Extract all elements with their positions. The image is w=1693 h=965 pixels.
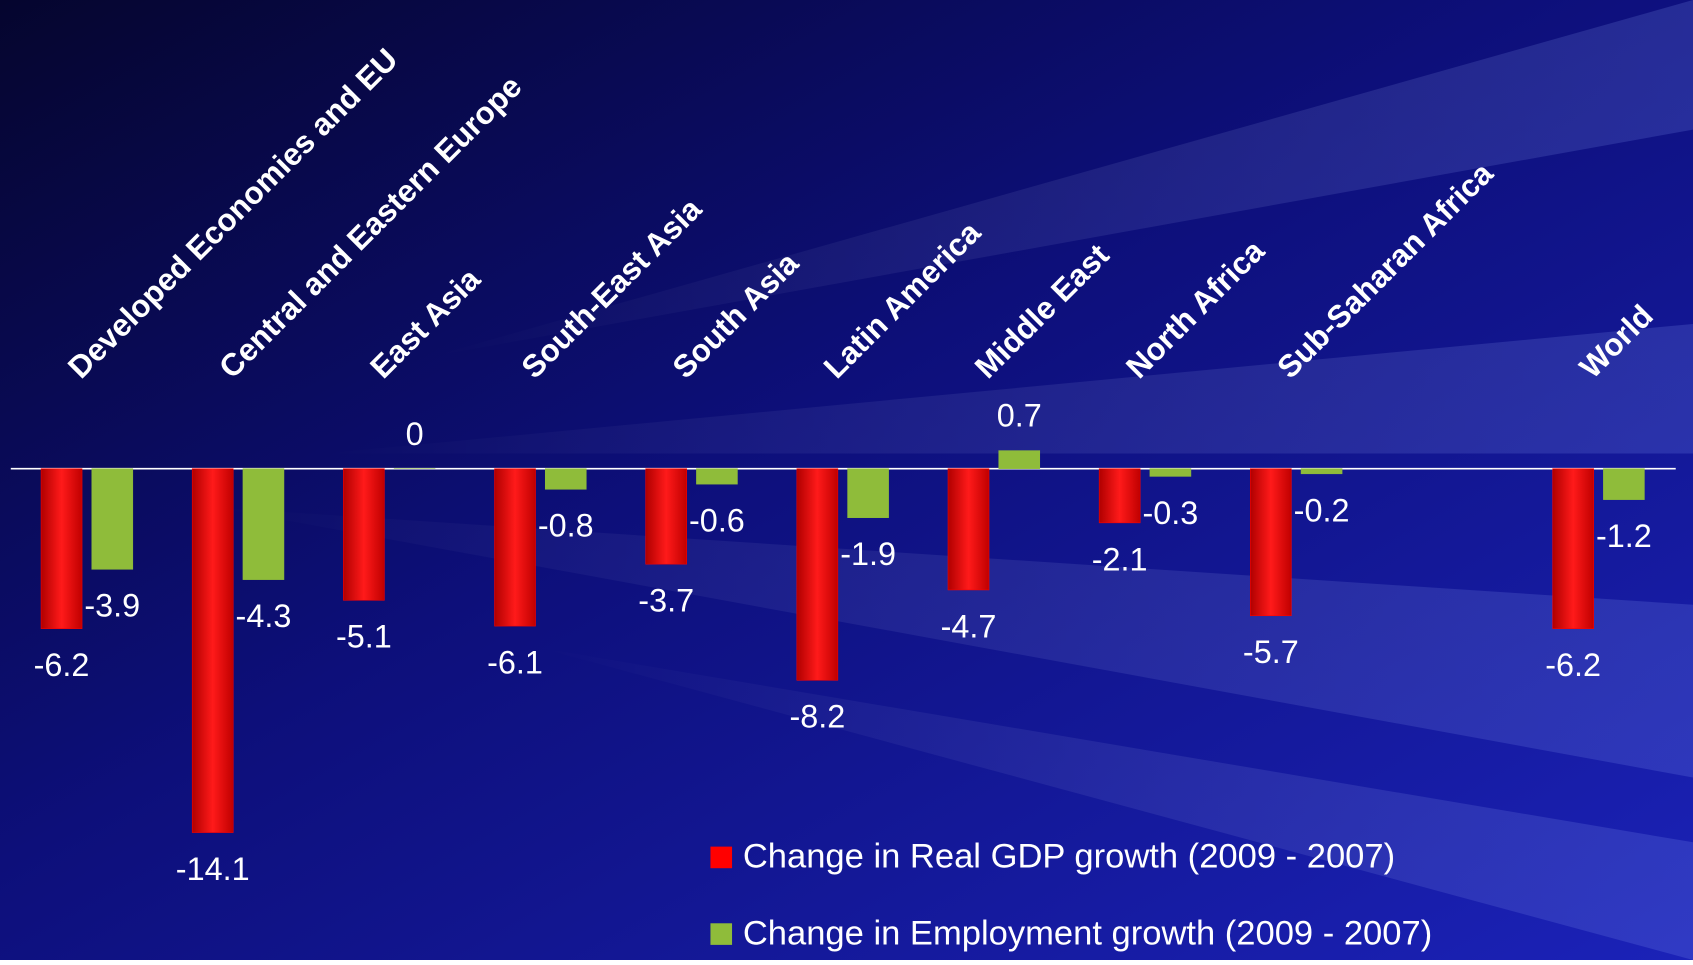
value-label: -3.9 xyxy=(84,588,140,624)
value-label: -1.9 xyxy=(840,536,896,572)
value-label: -4.3 xyxy=(236,598,292,634)
bar xyxy=(343,469,384,601)
bar xyxy=(797,469,838,681)
bar xyxy=(646,469,687,564)
bar xyxy=(1603,469,1644,500)
legend-swatch xyxy=(710,847,732,869)
bar xyxy=(1150,469,1191,477)
value-label: -1.2 xyxy=(1596,518,1652,554)
legend-label: Change in Employment growth (2009 - 2007… xyxy=(743,914,1432,952)
value-label: -6.2 xyxy=(34,647,90,683)
value-label: -0.3 xyxy=(1143,495,1199,531)
legend-label: Change in Real GDP growth (2009 - 2007) xyxy=(743,838,1395,876)
value-label: -3.7 xyxy=(638,583,694,619)
value-label: -8.2 xyxy=(789,699,845,735)
bar xyxy=(1099,469,1140,523)
bar xyxy=(1250,469,1291,616)
value-label: 0.7 xyxy=(997,398,1042,434)
bar xyxy=(243,469,284,580)
value-label: -0.2 xyxy=(1294,492,1350,528)
value-label: -5.1 xyxy=(336,619,392,655)
value-label: -2.1 xyxy=(1092,541,1148,577)
bar xyxy=(92,469,133,570)
bar xyxy=(948,469,989,590)
bar xyxy=(192,469,233,833)
bar xyxy=(1301,469,1342,474)
bar xyxy=(848,469,889,518)
value-label: 0 xyxy=(406,416,424,452)
value-label: -0.8 xyxy=(538,508,594,544)
bar xyxy=(41,469,82,629)
bar xyxy=(495,469,536,626)
value-label: -4.7 xyxy=(941,608,997,644)
value-label: -0.6 xyxy=(689,503,745,539)
value-label: -14.1 xyxy=(176,851,250,887)
bar xyxy=(999,451,1040,469)
bar xyxy=(1553,469,1594,629)
bar xyxy=(545,469,586,490)
legend-swatch xyxy=(710,923,732,945)
value-label: -6.2 xyxy=(1545,647,1601,683)
value-label: -5.7 xyxy=(1243,634,1299,670)
bar xyxy=(696,469,737,484)
value-label: -6.1 xyxy=(487,645,543,681)
